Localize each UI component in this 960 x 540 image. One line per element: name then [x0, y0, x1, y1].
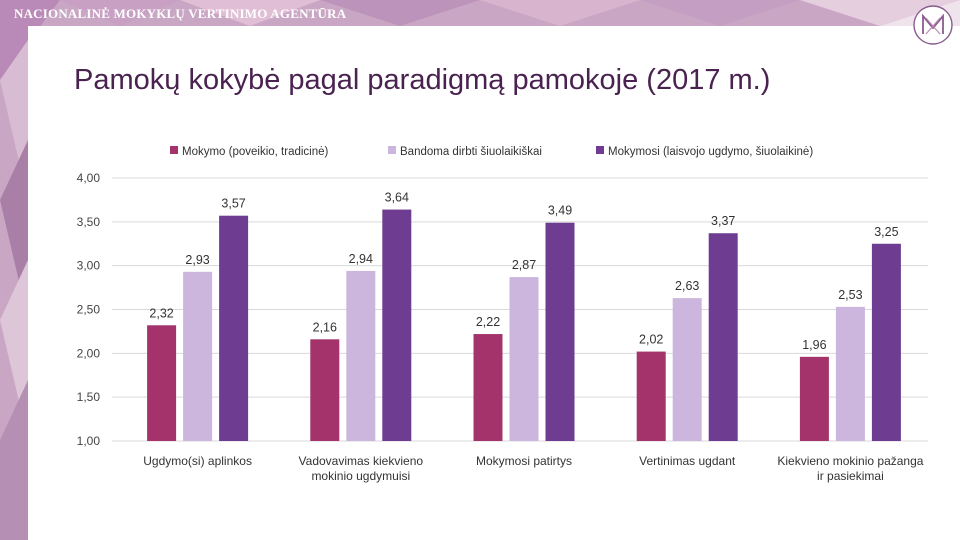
bar — [545, 222, 575, 441]
x-category-label: Kiekvieno mokinio pažanga — [777, 454, 923, 468]
bar — [147, 325, 177, 441]
y-tick-label: 2,50 — [77, 303, 101, 317]
bar — [672, 298, 702, 441]
y-tick-label: 2,00 — [77, 346, 101, 360]
legend-entry: Bandoma dirbti šiuolaikiškai — [400, 146, 542, 158]
bar — [473, 334, 503, 441]
bar — [708, 233, 738, 441]
y-tick-label: 1,50 — [77, 390, 101, 404]
legend-entry: Mokymosi (laisvojo ugdymo, šiuolaikinė) — [608, 146, 813, 158]
bar — [382, 209, 412, 441]
bar — [219, 215, 249, 441]
y-tick-label: 4,00 — [77, 171, 101, 185]
x-category-label: ir pasiekimai — [817, 469, 884, 483]
data-label: 2,53 — [838, 288, 862, 302]
y-tick-label: 1,00 — [77, 434, 101, 448]
data-label: 2,63 — [675, 279, 699, 293]
legend-entry: Mokymo (poveikio, tradicinė) — [182, 146, 329, 158]
bar — [799, 356, 829, 441]
data-label: 2,94 — [349, 252, 373, 266]
legend-swatch — [596, 146, 604, 154]
legend-swatch — [388, 146, 396, 154]
legend-swatch — [170, 146, 178, 154]
data-label: 1,96 — [802, 338, 826, 352]
data-label: 3,37 — [711, 214, 735, 228]
agency-name: NACIONALINĖ MOKYKLŲ VERTINIMO AGENTŪRA — [14, 6, 347, 21]
nmva-logo-icon — [913, 5, 953, 45]
bar — [183, 271, 213, 441]
x-category-label: mokinio ugdymuisi — [311, 469, 410, 483]
data-label: 2,32 — [149, 306, 173, 320]
data-label: 3,25 — [874, 225, 898, 239]
header-bar: NACIONALINĖ MOKYKLŲ VERTINIMO AGENTŪRA — [0, 0, 960, 26]
bar — [871, 243, 901, 441]
data-label: 3,57 — [221, 197, 245, 211]
bar — [346, 270, 376, 441]
data-label: 2,16 — [313, 320, 337, 334]
data-label: 2,87 — [512, 258, 536, 272]
data-label: 2,22 — [476, 315, 500, 329]
bar — [509, 277, 539, 441]
x-category-label: Ugdymo(si) aplinkos — [143, 454, 252, 468]
data-label: 2,93 — [185, 253, 209, 267]
y-tick-label: 3,00 — [77, 259, 101, 273]
bar — [835, 306, 865, 441]
x-category-label: Vertinimas ugdant — [639, 454, 736, 468]
bar — [310, 339, 340, 441]
bar — [636, 351, 666, 441]
slide-title: Pamokų kokybė pagal paradigmą pamokoje (… — [74, 64, 771, 96]
data-label: 3,49 — [548, 204, 572, 218]
data-label: 3,64 — [385, 191, 409, 205]
x-category-label: Mokymosi patirtys — [476, 454, 572, 468]
data-label: 2,02 — [639, 333, 663, 347]
x-category-label: Vadovavimas kiekvieno — [299, 454, 424, 468]
y-tick-label: 3,50 — [77, 215, 101, 229]
